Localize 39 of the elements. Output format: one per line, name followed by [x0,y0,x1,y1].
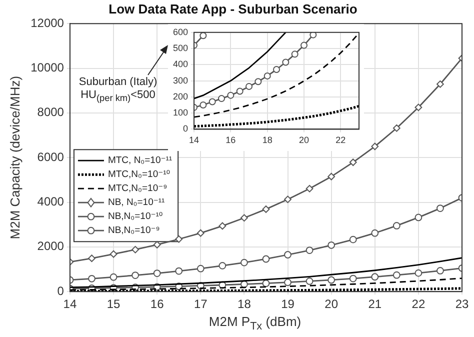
y-tick-label: 400 [172,59,188,70]
y-tick-label: 6000 [37,150,64,164]
y-tick-label: 0 [183,124,188,134]
x-tick-label: 20 [299,135,310,146]
x-tick-label: 17 [194,297,208,312]
x-tick-label: 21 [368,297,382,312]
x-tick-label: 22 [412,297,426,312]
y-tick-label: 300 [172,75,188,86]
x-tick-label: 22 [336,135,346,146]
y-tick-label: 100 [172,108,188,118]
legend-label: MTC,N₀=10⁻⁹ [108,183,168,194]
y-tick-label: 8000 [37,105,64,120]
chart-title: Low Data Rate App - Suburban Scenario [108,1,358,16]
x-tick-label: 18 [238,297,252,312]
y-tick-label: 10000 [30,60,64,75]
y-tick-label: 500 [172,43,188,54]
x-axis-title: M2M P$_{Tx}$ (dBm) [208,314,302,333]
x-tick-label: 16 [150,297,164,312]
y-tick-label: 200 [172,91,188,102]
y-tick-label: 12000 [30,16,64,30]
y-tick-label: 2000 [37,239,64,254]
x-tick-label: 15 [106,297,121,312]
x-tick-label: 14 [189,135,200,146]
legend-label: NB,N₀=10⁻⁹ [108,225,160,236]
annotation: Suburban (Italy) HU$_{(per km)}$<500 [78,76,158,106]
x-tick-label: 14 [63,297,77,312]
y-tick-label: 600 [172,26,188,37]
y-tick-label: 0 [57,284,64,298]
legend-label: NB,N₀=10⁻¹⁰ [108,211,163,222]
x-tick-label: 23 [455,297,469,312]
x-tick-label: 16 [226,135,236,146]
legend-label: NB, N₀=10⁻¹¹ [108,197,165,208]
x-tick-label: 19 [281,297,295,312]
legend-label: MTC, N₀=10⁻¹¹ [108,155,172,166]
legend-label: MTC,N₀=10⁻¹⁰ [108,169,170,180]
x-tick-label: 20 [324,297,338,312]
y-tick-label: 4000 [37,194,64,209]
x-tick-label: 18 [262,135,272,146]
y-axis-title: M2M Capacity (device/MHz) [7,76,22,240]
